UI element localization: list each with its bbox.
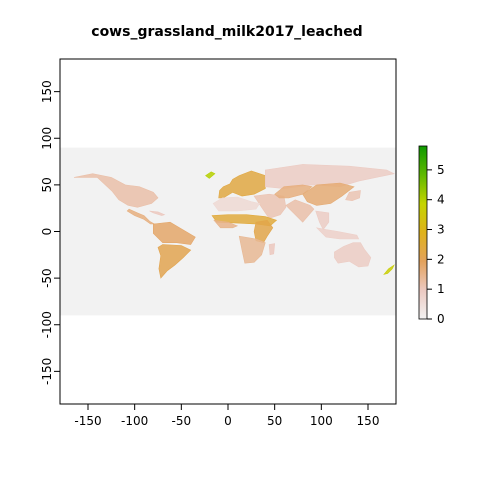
- region-west-africa: [213, 219, 239, 229]
- x-tick-label: 150: [357, 414, 380, 428]
- region-madagascar: [268, 243, 276, 256]
- chart-title: cows_grassland_milk2017_leached: [91, 24, 362, 40]
- legend-tick-label: 2: [437, 252, 445, 266]
- legend-tick-label: 1: [437, 282, 445, 296]
- legend-tick-label: 5: [437, 163, 445, 177]
- y-tick-label: 150: [40, 80, 54, 103]
- legend-tick-label: 4: [437, 193, 445, 207]
- region-china-mongolia: [302, 182, 355, 206]
- region-central-america: [126, 208, 156, 225]
- legend-tick-label: 0: [437, 312, 445, 326]
- y-tick-label: -150: [40, 358, 54, 385]
- region-south-america-south: [157, 244, 192, 279]
- legend-color-bar: [418, 145, 428, 320]
- region-caribbean: [149, 210, 166, 216]
- region-north-america: [73, 173, 159, 208]
- x-tick-label: 50: [267, 414, 282, 428]
- region-north-africa: [212, 196, 261, 212]
- region-indonesia: [315, 227, 360, 240]
- y-tick-label: 0: [40, 228, 54, 236]
- x-tick-label: -150: [74, 414, 101, 428]
- region-japan-korea: [345, 190, 361, 202]
- y-tick-label: -100: [40, 311, 54, 338]
- plot-area: [60, 147, 396, 316]
- region-south-america-north: [153, 221, 196, 245]
- region-new-zealand: [383, 264, 395, 275]
- axes: -150 -100 -50 0 50 100 150 -150 -100 -50 0 50 100 150: [40, 58, 397, 428]
- color-legend: 0 1 2 3 4 5: [418, 145, 445, 326]
- y-tick-label: 50: [40, 177, 54, 192]
- x-tick-label: 100: [310, 414, 333, 428]
- region-greenland-patch: [205, 171, 216, 179]
- y-tick-label: 100: [40, 127, 54, 150]
- region-east-africa: [253, 219, 274, 244]
- region-europe: [218, 170, 266, 199]
- region-central-asia: [274, 184, 313, 199]
- region-australia: [334, 242, 372, 268]
- region-south-asia: [285, 199, 315, 223]
- x-tick-label: -50: [172, 414, 192, 428]
- x-tick-label: -100: [121, 414, 148, 428]
- y-tick-label: -50: [40, 268, 54, 288]
- legend-tick-label: 3: [437, 223, 445, 237]
- region-southern-africa: [238, 235, 266, 264]
- region-southeast-asia: [315, 210, 330, 231]
- x-tick-label: 0: [224, 414, 232, 428]
